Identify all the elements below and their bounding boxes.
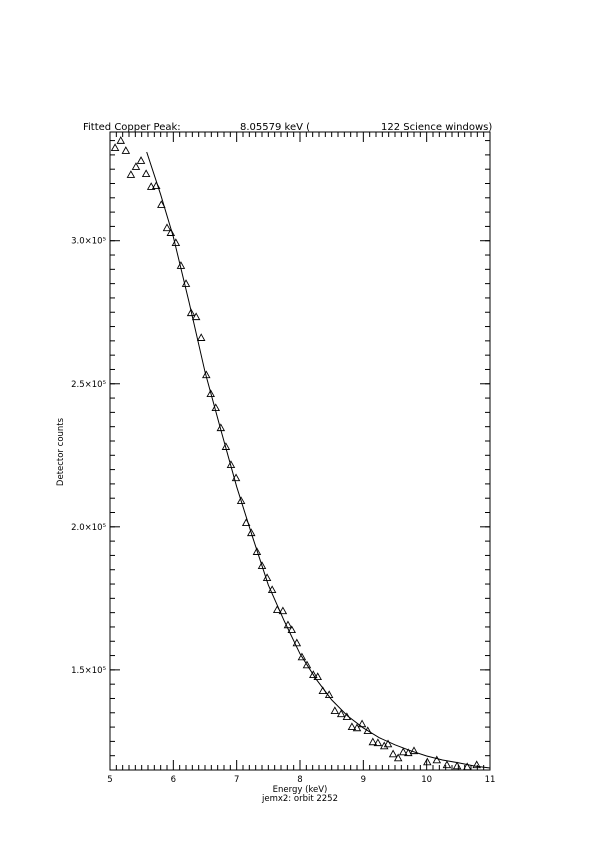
data-point — [131, 162, 141, 170]
data-point — [278, 606, 288, 615]
data-point — [302, 660, 312, 669]
data-point — [206, 389, 215, 398]
chart-title: 122 Science windows) — [381, 122, 492, 133]
data-point — [383, 739, 393, 748]
data-point — [171, 238, 181, 246]
data-point — [162, 223, 172, 232]
data-point — [388, 749, 398, 758]
x-tick-label: 8 — [297, 775, 302, 785]
data-point — [452, 761, 462, 770]
fit-curve — [146, 151, 491, 769]
data-point — [368, 737, 378, 746]
data-point — [363, 726, 373, 735]
data-point — [373, 738, 383, 747]
data-point — [472, 760, 481, 769]
data-point — [236, 496, 246, 505]
x-tick-label: 10 — [421, 775, 432, 785]
data-point — [116, 136, 126, 144]
data-point — [432, 755, 442, 764]
x-axis-label: Energy (keV) — [273, 785, 328, 795]
x-tick-label: 11 — [485, 775, 496, 785]
data-point — [146, 182, 156, 190]
data-point — [166, 228, 176, 236]
data-point — [297, 652, 307, 661]
data-point — [257, 561, 267, 569]
plot-frame — [109, 131, 491, 771]
data-point — [136, 156, 146, 164]
data-point — [191, 312, 201, 321]
data-point — [157, 200, 166, 208]
data-point — [442, 760, 452, 769]
data-point — [126, 170, 136, 178]
data-point — [423, 757, 432, 766]
x-tick-label: 5 — [107, 775, 112, 785]
x-tick-label: 6 — [171, 775, 176, 785]
data-point — [379, 741, 389, 750]
data-point — [246, 528, 256, 537]
data-point — [110, 143, 120, 151]
data-point — [393, 753, 403, 762]
subtitle: jemx2: orbit 2252 — [261, 794, 338, 804]
y-tick-label: 2.0×10⁵ — [71, 523, 106, 533]
x-tick-label: 9 — [361, 775, 366, 785]
y-tick-label: 3.0×10⁵ — [71, 237, 106, 247]
data-point — [252, 547, 262, 555]
data-point — [352, 723, 362, 732]
data-point — [336, 709, 346, 718]
data-point — [398, 747, 408, 756]
data-point — [313, 672, 322, 680]
data-point — [330, 706, 340, 715]
data-point — [287, 625, 297, 634]
data-point — [186, 308, 196, 317]
y-axis-label: Detector counts — [56, 417, 66, 486]
chart-title: Fitted Copper Peak: — [83, 122, 181, 133]
x-tick-label: 7 — [234, 775, 239, 785]
data-point — [462, 762, 472, 771]
data-point — [357, 719, 367, 728]
data-point — [141, 169, 151, 178]
data-point — [121, 146, 131, 154]
data-point — [309, 670, 318, 678]
data-point — [347, 722, 357, 731]
y-tick-label: 1.5×10⁵ — [71, 666, 106, 676]
chart-title: 8.05579 keV ( — [240, 122, 310, 133]
data-point — [196, 333, 206, 341]
y-tick-label: 2.5×10⁵ — [71, 380, 106, 390]
data-point — [404, 748, 413, 757]
data-point — [409, 746, 419, 755]
